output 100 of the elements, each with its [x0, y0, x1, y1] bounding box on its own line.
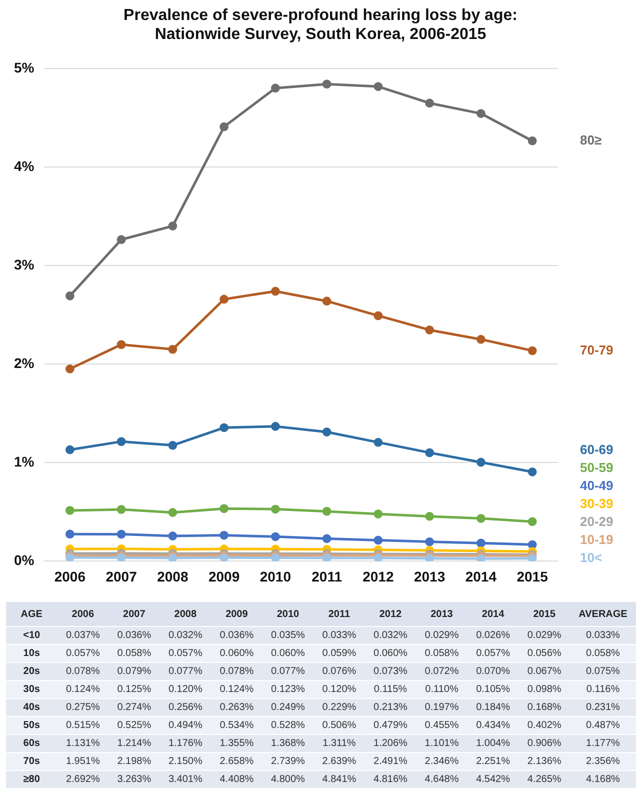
data-label: 0.525% — [108, 716, 160, 734]
data-label: 0.125% — [108, 680, 160, 698]
text: 0.487% — [570, 716, 636, 734]
text: 30-39 — [580, 496, 614, 511]
data-label: 1.355% — [211, 734, 262, 752]
x-tick-label: 2008 — [157, 568, 188, 584]
data-label: 4.648% — [416, 770, 468, 788]
data-label: 0.060% — [211, 644, 262, 662]
data-label: 0.029% — [416, 626, 468, 644]
data-label: 0.060% — [262, 644, 314, 662]
data-label: 0.115% — [364, 680, 416, 698]
y-tick-label: 0% — [14, 552, 35, 568]
data-label: 1.951% — [57, 752, 109, 770]
text: AVERAGE — [570, 602, 636, 626]
data-label: 2.251% — [467, 752, 519, 770]
data-label: 0.274% — [108, 698, 160, 716]
data-label: 0.249% — [262, 698, 314, 716]
category-label: 2012 — [379, 608, 402, 620]
data-label: 0.120% — [314, 680, 365, 698]
data-label: 0.059% — [314, 644, 365, 662]
y-tick-label: 1% — [14, 454, 35, 470]
text: 70s — [6, 752, 58, 770]
x-tick-label: 2015 — [516, 568, 548, 584]
data-label: 0.494% — [160, 716, 212, 734]
y-tick-label: 2% — [14, 354, 35, 371]
data-label: 0.906% — [518, 734, 570, 752]
text: 40s — [6, 698, 58, 716]
data-label: 0.070% — [467, 662, 519, 680]
chart-title: Prevalence of severe-profound hearing loss by age: Nationwide Survey, South Korea, 2006-2015 — [122, 6, 518, 44]
category-label: 2007 — [123, 608, 146, 620]
data-label: 0.402% — [518, 716, 570, 734]
data-label: 0.073% — [364, 662, 416, 680]
data-label: 1.004% — [467, 734, 519, 752]
data-label: 0.060% — [364, 644, 416, 662]
data-label: 0.057% — [57, 644, 109, 662]
data-label: 0.434% — [467, 716, 519, 734]
data-label: 0.058% — [416, 644, 468, 662]
data-label: 3.263% — [108, 770, 160, 788]
data-label: 2.198% — [108, 752, 160, 770]
data-label: 0.124% — [57, 680, 109, 698]
text: 4.168% — [570, 770, 636, 788]
x-tick-label: 2013 — [414, 568, 446, 584]
data-label: 0.072% — [416, 662, 468, 680]
data-label: 2.739% — [262, 752, 314, 770]
data-label: 0.079% — [108, 662, 160, 680]
data-label: 2.658% — [211, 752, 262, 770]
x-tick-label: 2014 — [465, 568, 497, 584]
data-label: 4.841% — [314, 770, 365, 788]
text: 10-19 — [580, 532, 614, 547]
data-label: 0.056% — [518, 644, 570, 662]
text: 50s — [6, 716, 58, 734]
x-tick-label: 2009 — [208, 568, 240, 584]
category-label: 2011 — [328, 608, 350, 620]
data-label: 0.029% — [518, 626, 570, 644]
text: 50-59 — [580, 460, 614, 475]
text: 20-29 — [580, 514, 614, 529]
text: 10< — [580, 550, 602, 565]
data-label: 0.184% — [467, 698, 519, 716]
text: AGE — [6, 602, 58, 626]
data-label: 0.035% — [262, 626, 314, 644]
y-tick-label: 4% — [14, 158, 35, 174]
data-label: 2.692% — [57, 770, 109, 788]
data-label: 0.479% — [364, 716, 416, 734]
data-label: 4.800% — [262, 770, 314, 788]
text: 10s — [6, 644, 58, 662]
text: 0.033% — [570, 626, 636, 644]
text: 1.177% — [570, 734, 636, 752]
data-label: 0.032% — [160, 626, 212, 644]
category-label: 2010 — [276, 608, 300, 620]
text: 80≥ — [580, 132, 602, 148]
data-label: 0.032% — [364, 626, 416, 644]
data-label: 0.057% — [467, 644, 519, 662]
text: ≥80 — [6, 770, 58, 788]
text: 2.356% — [570, 752, 636, 770]
category-label: 2015 — [533, 608, 556, 620]
text: 0.075% — [570, 662, 636, 680]
x-tick-label: 2007 — [106, 568, 138, 584]
data-label: 0.120% — [160, 680, 212, 698]
text: 40-49 — [580, 478, 614, 493]
category-label: 2014 — [482, 608, 504, 620]
data-label: 0.098% — [518, 680, 570, 698]
data-label: 0.110% — [416, 680, 468, 698]
data-label: 1.101% — [416, 734, 468, 752]
data-label: 1.214% — [108, 734, 160, 752]
data-label: 1.311% — [314, 734, 365, 752]
data-label: 0.213% — [364, 698, 416, 716]
text: 60-69 — [580, 442, 614, 457]
x-tick-label: 2011 — [312, 568, 342, 584]
data-label: 0.105% — [467, 680, 519, 698]
text: 0.116% — [570, 680, 636, 698]
text: 60s — [6, 734, 58, 752]
data-label: 2.491% — [364, 752, 416, 770]
data-label: 0.515% — [57, 716, 109, 734]
y-tick-label: 3% — [14, 256, 35, 272]
data-label: 0.123% — [262, 680, 314, 698]
data-label: 2.346% — [416, 752, 468, 770]
x-tick-label: 2006 — [54, 568, 86, 584]
data-label: 0.077% — [262, 662, 314, 680]
data-label: 0.057% — [160, 644, 212, 662]
data-label: 0.534% — [211, 716, 262, 734]
